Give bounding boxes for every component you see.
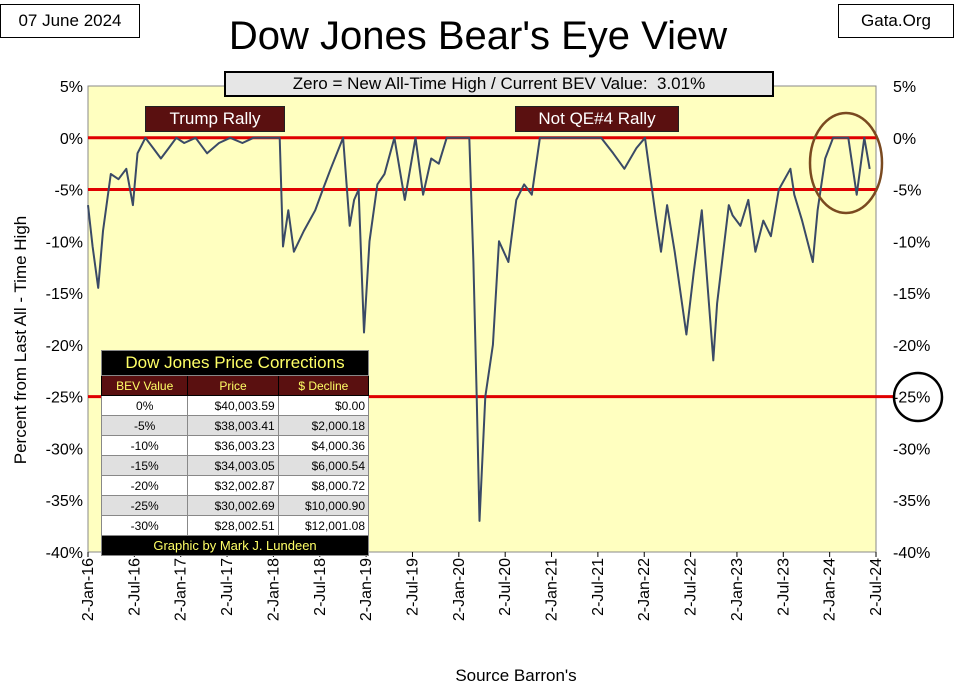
table-header: $ Decline (277, 375, 370, 396)
not-qe4-rally-label: Not QE#4 Rally (515, 106, 679, 132)
y-tick-label: -30% (893, 441, 930, 458)
table-row: -30% $28,002.51 $12,001.08 (100, 515, 370, 536)
x-tick-label: 2-Jan-21 (544, 558, 561, 621)
y-tick-label: -20% (46, 338, 83, 355)
table-cell: $0.00 (277, 395, 370, 416)
table-cell: $28,002.51 (187, 515, 279, 536)
x-tick-label: 2-Jul-17 (219, 558, 236, 616)
trump-rally-label: Trump Rally (145, 106, 285, 132)
y-tick-label: -20% (893, 338, 930, 355)
site-label[interactable]: Gata.Org (838, 4, 954, 38)
y-tick-label: -25% (46, 390, 83, 407)
table-row: 0% $40,003.59 $0.00 (100, 395, 370, 416)
x-tick-label: 2-Jul-23 (775, 558, 792, 616)
table-footer: Graphic by Mark J. Lundeen (101, 535, 369, 556)
y-axis-right: 5% 0% -5% -10% -15% -20% -25% -30% -35% -40% (893, 79, 930, 562)
x-tick-label: 2-Jan-16 (80, 558, 97, 621)
table-cell: -10% (100, 435, 189, 456)
x-tick-label: 2-Jul-18 (312, 558, 329, 616)
table-cell: -30% (100, 515, 189, 536)
y-tick-label: -35% (46, 493, 83, 510)
table-title: Dow Jones Price Corrections (101, 350, 369, 376)
table-cell: $10,000.90 (277, 495, 370, 516)
y-tick-label: -15% (46, 286, 83, 303)
table-row: -20% $32,002.87 $8,000.72 (100, 475, 370, 496)
y-tick-label: -5% (55, 183, 83, 200)
table-row: -10% $36,003.23 $4,000.36 (100, 435, 370, 456)
x-tick-label: 2-Jul-24 (868, 558, 885, 616)
y-tick-label: 0% (893, 131, 916, 148)
x-tick-label: 2-Jan-19 (358, 558, 375, 621)
table-cell: $4,000.36 (277, 435, 370, 456)
table-cell: $36,003.23 (187, 435, 279, 456)
table-cell: -25% (100, 495, 189, 516)
x-tick-label: 2-Jan-17 (173, 558, 190, 621)
table-cell: $32,002.87 (187, 475, 279, 496)
table-cell: $6,000.54 (277, 455, 370, 476)
table-cell: $30,002.69 (187, 495, 279, 516)
y-tick-label: 5% (893, 79, 916, 96)
x-tick-label: 2-Jan-18 (265, 558, 282, 621)
y-tick-label: -25% (893, 390, 930, 407)
table-cell: $12,001.08 (277, 515, 370, 536)
chart-title: Dow Jones Bear's Eye View (228, 14, 728, 58)
table-cell: $34,003.05 (187, 455, 279, 476)
table-row: -5% $38,003.41 $2,000.18 (100, 415, 370, 436)
y-tick-label: 0% (60, 131, 83, 148)
bev-note: Zero = New All-Time High / Current BEV V… (224, 71, 774, 97)
recent-high-circle (808, 111, 884, 215)
table-cell: -15% (100, 455, 189, 476)
x-tick-label: 2-Jan-24 (822, 558, 839, 621)
minus-25-circle (892, 371, 944, 423)
table-row: -25% $30,002.69 $10,000.90 (100, 495, 370, 516)
price-corrections-table: Dow Jones Price Corrections BEV Value Pr… (100, 350, 370, 556)
series-line (87, 136, 871, 522)
table-cell: -20% (100, 475, 189, 496)
x-tick-label: 2-Jul-19 (404, 558, 421, 616)
table-cell: $2,000.18 (277, 415, 370, 436)
y-tick-label: -10% (893, 234, 930, 251)
y-tick-label: -5% (893, 183, 921, 200)
y-tick-label: -35% (893, 493, 930, 510)
table-cell: 0% (100, 395, 189, 416)
x-tick-label: 2-Jul-20 (497, 558, 514, 616)
y-axis-left: 5% 0% -5% -10% -15% -20% -25% -30% -35% -40% (46, 79, 83, 562)
x-tick-label: 2-Jan-20 (451, 558, 468, 621)
y-tick-label: -40% (46, 545, 83, 562)
x-axis: 2-Jan-16 2-Jul-16 2-Jan-17 2-Jul-17 2-Jan-18… (80, 552, 885, 621)
table-cell: $40,003.59 (187, 395, 279, 416)
y-tick-label: -10% (46, 234, 83, 251)
x-axis-label: Source Barron's (455, 666, 576, 685)
x-tick-label: 2-Jul-16 (126, 558, 143, 616)
table-cell: -5% (100, 415, 189, 436)
y-tick-label: -40% (893, 545, 930, 562)
y-tick-label: -30% (46, 441, 83, 458)
y-tick-label: 5% (60, 79, 83, 96)
x-tick-label: 2-Jan-23 (729, 558, 746, 621)
y-tick-label: -15% (893, 286, 930, 303)
x-tick-label: 2-Jan-22 (636, 558, 653, 621)
table-cell: $8,000.72 (277, 475, 370, 496)
table-cell: $38,003.41 (187, 415, 279, 436)
table-row: -15% $34,003.05 $6,000.54 (100, 455, 370, 476)
date-label: 07 June 2024 (0, 4, 140, 38)
x-tick-label: 2-Jul-21 (590, 558, 607, 616)
x-tick-label: 2-Jul-22 (683, 558, 700, 616)
y-axis-label: Percent from Last All - Time High (11, 216, 30, 464)
table-header: BEV Value (100, 375, 189, 396)
table-header: Price (187, 375, 279, 396)
